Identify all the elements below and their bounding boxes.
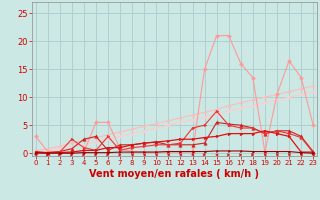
X-axis label: Vent moyen/en rafales ( km/h ): Vent moyen/en rafales ( km/h )	[89, 169, 260, 179]
